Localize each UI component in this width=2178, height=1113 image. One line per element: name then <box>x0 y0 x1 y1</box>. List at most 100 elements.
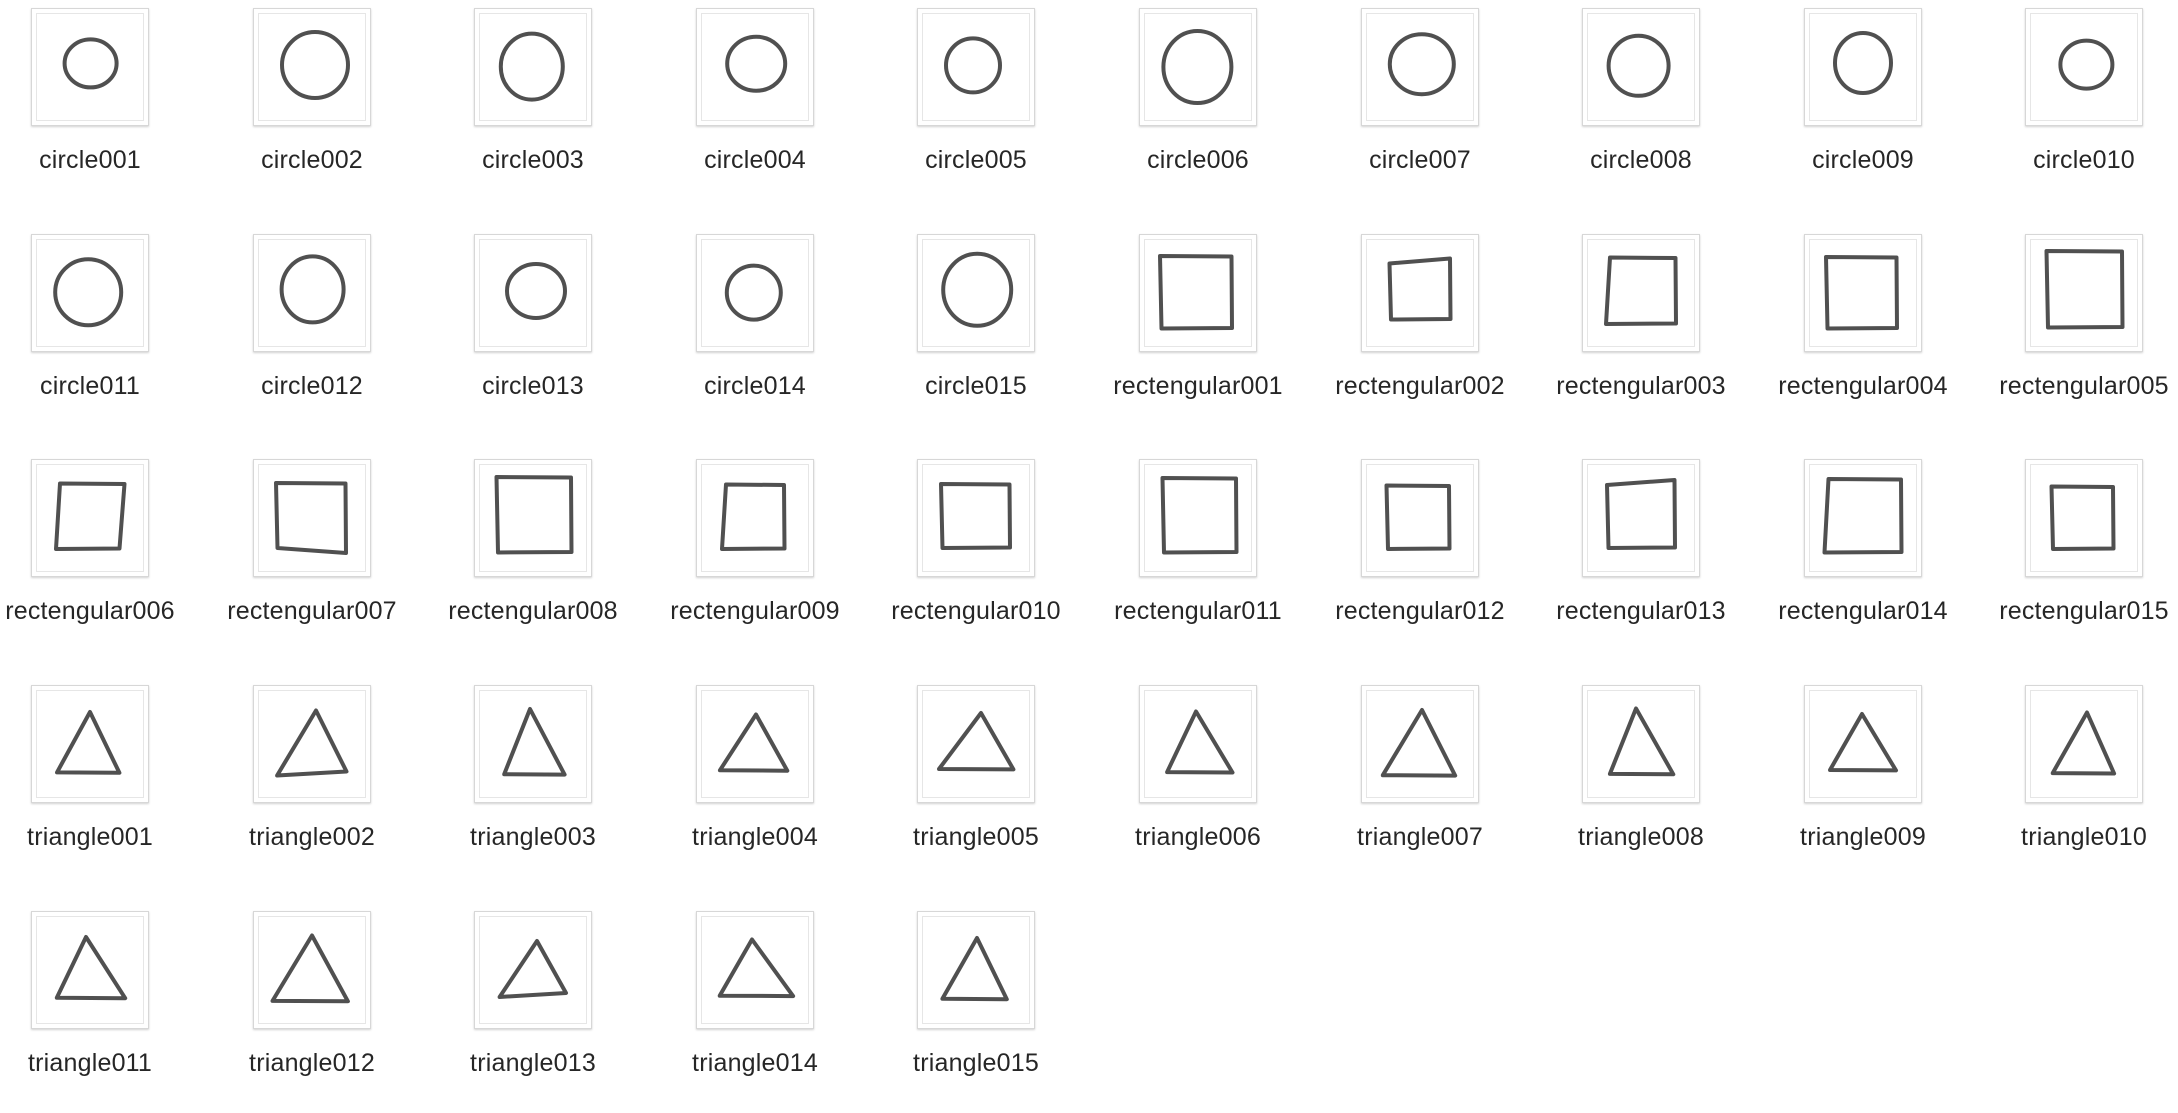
file-item[interactable]: triangle007 <box>1310 677 1530 887</box>
file-item[interactable]: triangle013 <box>423 903 643 1113</box>
triangle-thumbnail-icon <box>474 685 592 803</box>
file-item[interactable]: circle005 <box>866 0 1086 210</box>
file-item[interactable]: triangle001 <box>0 677 200 887</box>
file-item[interactable]: triangle004 <box>645 677 865 887</box>
rectangle-drawing <box>274 481 348 555</box>
rectangle-thumbnail-icon <box>2025 459 2143 577</box>
file-item[interactable]: circle002 <box>202 0 422 210</box>
triangle-thumbnail-icon <box>2025 685 2143 803</box>
file-item[interactable]: circle013 <box>423 226 643 436</box>
file-name: rectengular012 <box>1335 597 1505 625</box>
thumbnail-frame <box>2030 464 2138 572</box>
circle-thumbnail-icon <box>1139 8 1257 126</box>
thumbnail-frame <box>479 13 587 121</box>
file-item[interactable]: rectengular015 <box>1974 451 2178 661</box>
file-item[interactable]: circle012 <box>202 226 422 436</box>
file-item[interactable]: triangle008 <box>1531 677 1751 887</box>
thumbnail-frame <box>701 464 809 572</box>
file-item[interactable]: rectengular011 <box>1088 451 1308 661</box>
triangle-thumbnail-icon <box>31 911 149 1029</box>
file-item[interactable]: rectengular007 <box>202 451 422 661</box>
file-name: triangle001 <box>27 823 153 851</box>
circle-thumbnail-icon <box>917 234 1035 352</box>
file-item[interactable]: circle009 <box>1753 0 1973 210</box>
file-item[interactable]: triangle002 <box>202 677 422 887</box>
file-item[interactable]: rectengular003 <box>1531 226 1751 436</box>
thumbnail-frame <box>2030 690 2138 798</box>
file-name: rectengular006 <box>5 597 175 625</box>
file-item[interactable]: triangle010 <box>1974 677 2178 887</box>
rectangle-thumbnail-icon <box>1804 459 1922 577</box>
triangle-drawing <box>1380 708 1458 778</box>
file-item[interactable]: circle015 <box>866 226 1086 436</box>
circle-drawing <box>505 262 567 320</box>
thumbnail-frame <box>1587 690 1695 798</box>
circle-thumbnail-icon <box>696 8 814 126</box>
file-item[interactable]: rectengular001 <box>1088 226 1308 436</box>
file-item[interactable]: triangle003 <box>423 677 643 887</box>
thumbnail-frame <box>1809 690 1917 798</box>
file-item[interactable]: triangle015 <box>866 903 1086 1113</box>
circle-thumbnail-icon <box>31 234 149 352</box>
file-item[interactable]: rectengular006 <box>0 451 200 661</box>
triangle-thumbnail-icon <box>696 911 814 1029</box>
thumbnail-frame <box>1144 13 1252 121</box>
file-item[interactable]: rectengular013 <box>1531 451 1751 661</box>
file-item[interactable]: triangle014 <box>645 903 865 1113</box>
thumbnail-frame <box>36 464 144 572</box>
file-item[interactable]: rectengular009 <box>645 451 865 661</box>
thumbnail-frame <box>36 239 144 347</box>
file-item[interactable]: circle011 <box>0 226 200 436</box>
rectangle-drawing <box>54 481 127 551</box>
file-item[interactable]: circle014 <box>645 226 865 436</box>
file-item[interactable]: rectengular008 <box>423 451 643 661</box>
thumbnail-frame <box>922 690 1030 798</box>
file-item[interactable]: rectengular010 <box>866 451 1086 661</box>
file-name: rectengular008 <box>448 597 618 625</box>
circle-thumbnail-icon <box>31 8 149 126</box>
file-item[interactable]: circle007 <box>1310 0 1530 210</box>
file-item[interactable]: circle006 <box>1088 0 1308 210</box>
thumbnail-frame <box>479 690 587 798</box>
thumbnail-frame <box>1366 464 1474 572</box>
file-item[interactable]: rectengular002 <box>1310 226 1530 436</box>
file-item[interactable]: circle003 <box>423 0 643 210</box>
thumbnail-frame <box>258 916 366 1024</box>
thumbnail-frame <box>1144 690 1252 798</box>
triangle-drawing <box>497 939 568 999</box>
file-name: rectengular013 <box>1556 597 1726 625</box>
rectangle-drawing <box>1822 477 1904 555</box>
file-item[interactable]: triangle011 <box>0 903 200 1113</box>
file-item[interactable]: rectengular014 <box>1753 451 1973 661</box>
thumbnail-frame <box>36 916 144 1024</box>
circle-drawing <box>944 36 1002 95</box>
file-item[interactable]: circle008 <box>1531 0 1751 210</box>
file-name: circle007 <box>1369 146 1471 174</box>
triangle-thumbnail-icon <box>31 685 149 803</box>
thumbnail-frame <box>2030 239 2138 347</box>
circle-drawing <box>62 37 119 90</box>
file-item[interactable]: triangle006 <box>1088 677 1308 887</box>
file-item[interactable]: rectengular005 <box>1974 226 2178 436</box>
rectangle-drawing <box>1384 483 1452 551</box>
triangle-drawing <box>717 937 796 999</box>
file-name: circle009 <box>1812 146 1914 174</box>
file-item[interactable]: triangle009 <box>1753 677 1973 887</box>
thumbnail-frame <box>36 690 144 798</box>
file-item[interactable]: rectengular012 <box>1310 451 1530 661</box>
triangle-thumbnail-icon <box>917 911 1035 1029</box>
thumbnail-frame <box>2030 13 2138 121</box>
file-item[interactable]: triangle012 <box>202 903 422 1113</box>
file-item[interactable]: circle010 <box>1974 0 2178 210</box>
rectangle-drawing <box>1158 254 1234 331</box>
thumbnail-frame <box>1366 239 1474 347</box>
circle-drawing <box>1161 29 1234 105</box>
file-name: triangle002 <box>249 823 375 851</box>
thumbnail-frame <box>1587 239 1695 347</box>
file-item[interactable]: triangle005 <box>866 677 1086 887</box>
file-item[interactable]: rectengular004 <box>1753 226 1973 436</box>
file-item[interactable]: circle004 <box>645 0 865 210</box>
file-item[interactable]: circle001 <box>0 0 200 210</box>
file-name: circle002 <box>261 146 363 174</box>
